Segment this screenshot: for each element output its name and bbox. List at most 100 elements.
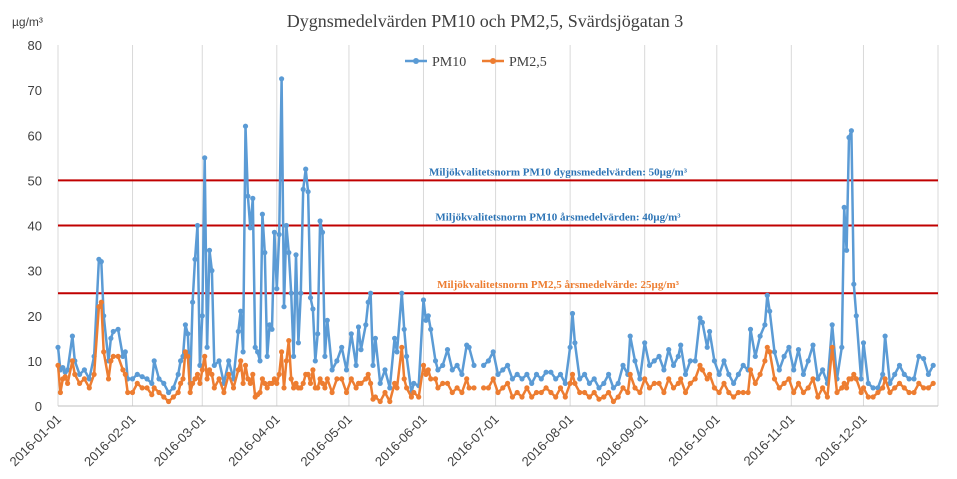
- data-point: [495, 371, 501, 377]
- y-tick-label: 70: [28, 83, 42, 98]
- data-point: [519, 376, 525, 382]
- data-point: [298, 385, 304, 391]
- x-tick-label: 2016-11-01: [740, 412, 797, 469]
- y-tick-label: 20: [28, 309, 42, 324]
- data-point: [377, 380, 383, 386]
- data-point: [865, 394, 871, 400]
- series-group: [55, 76, 936, 405]
- data-point: [65, 380, 71, 386]
- data-point: [267, 322, 273, 328]
- data-point: [882, 376, 888, 382]
- data-point: [666, 347, 672, 353]
- data-point: [329, 389, 335, 396]
- data-point: [569, 371, 576, 377]
- data-point: [562, 394, 568, 400]
- data-point: [562, 380, 568, 386]
- data-point: [846, 134, 852, 141]
- data-point: [533, 371, 540, 377]
- data-point: [235, 367, 241, 373]
- data-point: [134, 380, 140, 386]
- data-point: [120, 367, 126, 373]
- data-point: [697, 315, 703, 321]
- data-point: [288, 290, 294, 296]
- data-point: [557, 385, 564, 391]
- data-point: [226, 371, 232, 377]
- data-point: [144, 376, 150, 382]
- data-point: [192, 256, 198, 262]
- data-point: [363, 322, 369, 328]
- data-point: [567, 344, 573, 350]
- data-point: [216, 358, 222, 364]
- data-point: [481, 385, 487, 391]
- data-point: [149, 380, 155, 386]
- data-point: [911, 389, 917, 396]
- y-axis-unit: µg/m³: [12, 15, 43, 29]
- data-point: [300, 186, 306, 192]
- data-point: [711, 385, 718, 391]
- data-point: [820, 367, 826, 373]
- data-point: [324, 376, 330, 382]
- data-point: [166, 398, 172, 405]
- data-point: [651, 380, 657, 386]
- data-point: [274, 380, 280, 386]
- data-point: [77, 371, 83, 377]
- data-point: [404, 385, 410, 391]
- data-point: [548, 389, 554, 396]
- data-point: [423, 317, 429, 323]
- data-point: [682, 389, 689, 396]
- data-point: [791, 389, 797, 396]
- data-point: [485, 385, 491, 391]
- data-point: [120, 353, 126, 359]
- data-point: [187, 389, 193, 396]
- data-point: [553, 376, 559, 382]
- data-point: [543, 385, 549, 391]
- data-point: [656, 380, 662, 386]
- data-point: [115, 353, 121, 359]
- data-point: [180, 376, 186, 382]
- data-point: [466, 344, 472, 350]
- reference-line-label: Miljökvalitetsnorm PM2,5 årsmedelvärde: …: [437, 279, 680, 291]
- data-point: [661, 367, 667, 373]
- legend-swatch-marker: [490, 58, 496, 64]
- data-point: [666, 376, 672, 382]
- data-point: [101, 349, 107, 355]
- data-point: [481, 362, 487, 368]
- data-point: [860, 385, 867, 391]
- x-tick-label: 2016-02-01: [81, 412, 139, 470]
- data-point: [86, 376, 92, 382]
- data-point: [348, 331, 354, 337]
- data-point: [601, 394, 607, 400]
- data-point: [906, 376, 912, 382]
- y-tick-label: 0: [35, 399, 42, 414]
- data-point: [401, 376, 407, 382]
- data-point: [637, 376, 643, 382]
- data-point: [262, 250, 268, 256]
- data-point: [466, 385, 472, 391]
- data-point: [250, 371, 256, 377]
- data-point: [190, 299, 196, 305]
- data-point: [305, 189, 311, 195]
- data-point: [238, 308, 244, 314]
- data-point: [454, 385, 460, 391]
- data-point: [149, 392, 155, 398]
- data-point: [440, 380, 446, 386]
- data-point: [661, 389, 667, 396]
- data-point: [339, 344, 345, 350]
- data-point: [156, 389, 162, 396]
- data-point: [363, 376, 369, 382]
- data-point: [86, 385, 92, 391]
- data-point: [182, 349, 188, 355]
- data-point: [925, 385, 932, 391]
- data-point: [687, 380, 693, 386]
- data-point: [420, 362, 427, 368]
- data-point: [500, 385, 506, 391]
- data-point: [216, 376, 222, 382]
- data-point: [425, 367, 431, 373]
- data-point: [235, 328, 241, 335]
- data-point: [699, 319, 706, 326]
- data-point: [315, 385, 321, 391]
- data-point: [911, 376, 917, 382]
- data-point: [348, 376, 354, 382]
- data-point: [125, 389, 131, 396]
